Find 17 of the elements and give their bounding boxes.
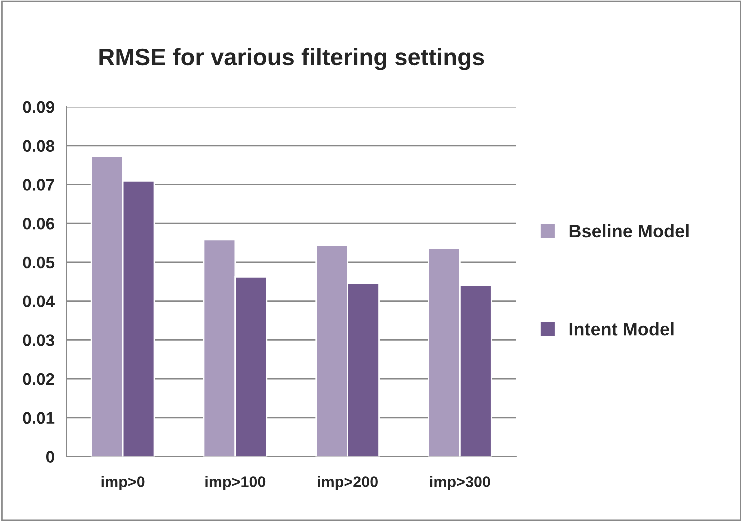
legend-label: Intent Model xyxy=(570,322,674,336)
x-tick-label: imp>100 xyxy=(206,476,266,490)
chart-title: RMSE for various filtering settings xyxy=(100,48,484,70)
legend-label: Bseline Model xyxy=(570,224,689,238)
y-tick-label: 0.05 xyxy=(23,256,55,269)
y-tick-label: 0.02 xyxy=(23,373,54,386)
y-tick-label: 0.04 xyxy=(23,296,55,308)
y-tick-label: 0.09 xyxy=(23,101,54,114)
x-tick-label: imp>0 xyxy=(102,476,145,490)
y-tick-label: 0.01 xyxy=(23,412,55,424)
y-tick-label: 0.06 xyxy=(23,218,54,230)
x-tick-label: imp>200 xyxy=(318,476,378,490)
y-tick-label: 0 xyxy=(46,451,54,463)
x-tick-label: imp>300 xyxy=(430,476,490,490)
y-tick-label: 0.03 xyxy=(23,334,54,346)
y-tick-label: 0.07 xyxy=(23,179,54,191)
y-tick-label: 0.08 xyxy=(23,140,55,152)
